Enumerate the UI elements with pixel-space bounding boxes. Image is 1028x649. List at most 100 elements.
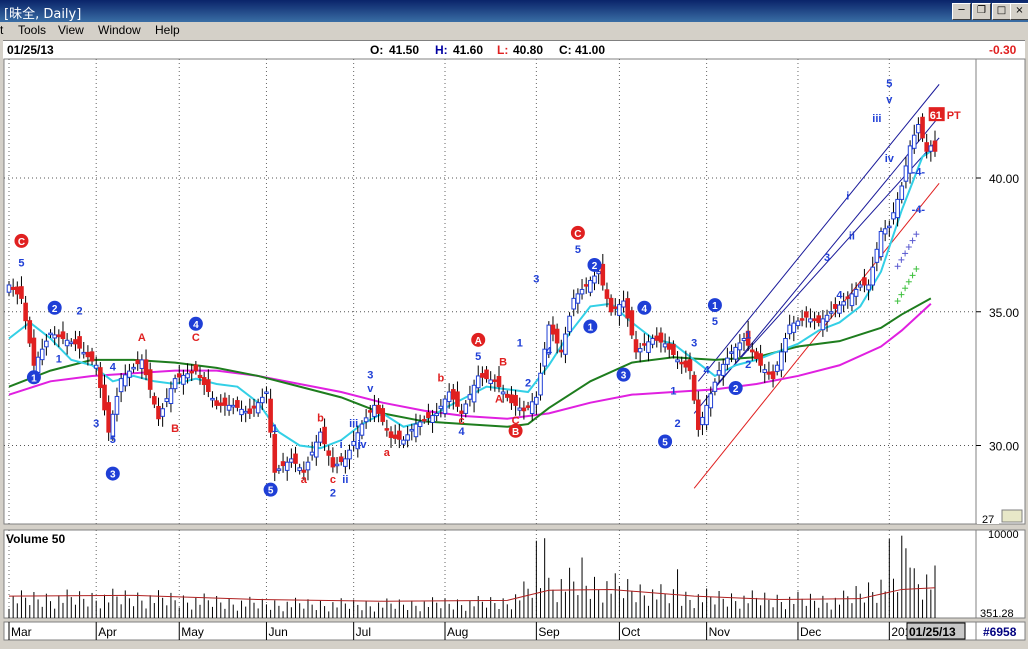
candle-body: [596, 271, 601, 275]
candle-body: [509, 394, 514, 404]
candle-body: [870, 266, 876, 286]
month-label: Apr: [98, 625, 117, 639]
wave-label: v: [886, 94, 893, 106]
mini-chart-icon: [1001, 509, 1023, 523]
minimize-button[interactable]: ─: [952, 3, 971, 20]
candle-body: [185, 373, 190, 379]
wave-marker-circle: [658, 434, 673, 449]
maximize-button[interactable]: □: [992, 3, 1011, 20]
volume-average-line: [8, 587, 936, 602]
wave-marker-label: 2: [52, 304, 58, 315]
month-label: Sep: [538, 625, 560, 639]
wave-marker-label: 1: [712, 301, 718, 312]
candle-body: [455, 391, 460, 407]
wave-label: 4: [836, 289, 843, 301]
candle-body: [160, 408, 165, 417]
candle-body: [654, 335, 660, 341]
close-button[interactable]: ×: [1010, 3, 1028, 20]
wave-label: 2: [330, 487, 336, 499]
wave-label: 3: [533, 273, 539, 285]
open-value: 41.50: [389, 43, 420, 57]
wave-label: v: [367, 383, 374, 395]
candle-body: [247, 408, 253, 414]
candle-body: [741, 338, 747, 342]
wave-marker-label: 5: [268, 486, 274, 497]
candle-body: [563, 333, 568, 355]
candle-body: [671, 343, 676, 356]
candle-body: [77, 336, 82, 349]
candle-body: [749, 349, 755, 353]
candle-body: [841, 301, 846, 306]
candle-body: [23, 302, 28, 322]
wave-label: b: [317, 412, 324, 424]
candle-body: [745, 330, 751, 346]
candle-body: [716, 370, 722, 376]
high-label: H:: [435, 43, 448, 57]
candle-body: [766, 371, 772, 375]
wave-label: -4-: [912, 166, 926, 178]
y-bottom-label: 27: [982, 514, 994, 526]
menu-item-view[interactable]: View: [58, 23, 84, 37]
wave-marker-circle: [707, 298, 722, 313]
candle-body: [318, 431, 323, 443]
candle-body: [488, 379, 493, 384]
candle-body: [131, 366, 136, 370]
volume-panel: [3, 529, 977, 619]
candle-body: [774, 364, 780, 372]
candle-body: [538, 372, 543, 396]
wave-marker-label: B: [512, 427, 519, 438]
menu-item-help[interactable]: Help: [155, 23, 180, 37]
candle-body: [866, 284, 871, 291]
candle-body: [874, 248, 880, 263]
candle-body: [380, 408, 386, 422]
wave-label: 1: [745, 330, 751, 342]
candle-body: [164, 398, 170, 402]
candle-body: [642, 343, 647, 346]
candle-body: [583, 284, 589, 287]
restore-button[interactable]: ❐: [972, 3, 991, 20]
candle-body: [612, 306, 618, 309]
month-label: Jun: [268, 625, 287, 639]
wave-label: 5: [18, 257, 24, 269]
wave-marker-label: 5: [662, 438, 668, 449]
candle-body: [463, 403, 469, 414]
candle-body: [575, 293, 581, 304]
candle-body: [924, 142, 929, 152]
candle-body: [849, 293, 855, 307]
menu-item-tools[interactable]: Tools: [18, 23, 47, 37]
candle-body: [172, 378, 178, 390]
candle-body: [629, 310, 635, 336]
channel-line: [693, 183, 940, 489]
candle-body: [604, 289, 610, 299]
wave-label: iv: [357, 439, 367, 451]
candle-body: [89, 351, 95, 362]
wave-marker-circle: [728, 381, 743, 395]
date-box: [906, 622, 966, 640]
wave-marker-circle: [105, 466, 120, 481]
wave-label: iii: [349, 418, 358, 430]
candle-body: [27, 320, 33, 344]
month-label: Dec: [800, 625, 821, 639]
menu-item-window[interactable]: Window: [98, 23, 141, 37]
candle-body: [637, 348, 643, 353]
candle-body: [226, 404, 232, 411]
candle-body: [376, 404, 381, 414]
wave-label: C: [512, 415, 520, 427]
wave-label: 1: [56, 354, 62, 366]
candle-body: [322, 426, 327, 445]
low-value: 40.80: [513, 43, 544, 57]
candle-body: [887, 225, 892, 229]
open-label: O:: [370, 43, 384, 57]
quote-bar: 01/25/13 O: 41.50 H: 41.60 L: 40.80 C: 4…: [3, 40, 1025, 59]
candle-body: [388, 431, 394, 438]
wave-label: 4: [704, 364, 711, 376]
candle-body: [222, 397, 228, 406]
menu-item-partial[interactable]: t: [0, 23, 4, 37]
wave-label: a: [384, 447, 391, 459]
candle-body: [833, 304, 838, 309]
wave-label: 5: [712, 316, 718, 328]
candle-body: [305, 461, 311, 471]
price-axis-panel: [975, 58, 1026, 525]
candle-body: [239, 408, 244, 416]
